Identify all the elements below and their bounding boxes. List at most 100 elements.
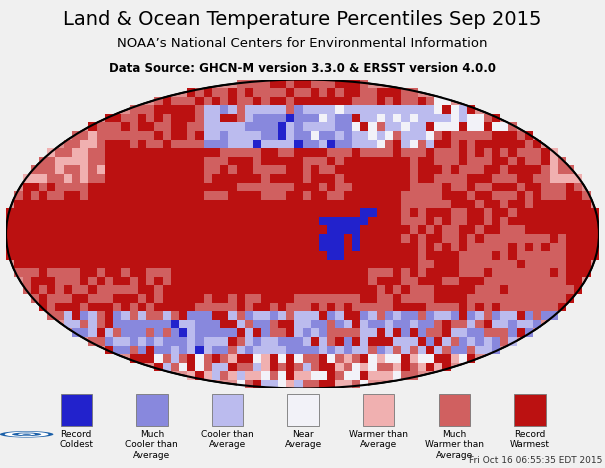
Bar [410, 191, 418, 200]
Bar [212, 139, 220, 148]
Bar [376, 363, 385, 371]
Bar [360, 320, 368, 329]
Bar [500, 294, 508, 303]
Bar [319, 260, 327, 268]
Bar [278, 277, 286, 285]
Bar [525, 320, 533, 329]
Bar [451, 354, 459, 363]
Bar [451, 174, 459, 183]
Bar [344, 337, 352, 345]
Bar [187, 131, 195, 139]
Bar [467, 345, 476, 354]
Bar [80, 329, 88, 337]
Bar [220, 337, 229, 345]
Bar [294, 268, 302, 277]
Bar [311, 277, 319, 285]
Bar [163, 131, 171, 139]
Bar [376, 191, 385, 200]
Bar [129, 165, 138, 174]
Bar [566, 268, 574, 277]
Bar [113, 345, 122, 354]
Bar [418, 294, 426, 303]
Bar [590, 251, 599, 260]
Bar [72, 311, 80, 320]
Bar [335, 183, 344, 191]
Bar [492, 174, 500, 183]
Bar [179, 251, 187, 260]
Bar [122, 200, 129, 208]
Bar [64, 251, 72, 260]
Bar [533, 277, 541, 285]
Bar [270, 363, 278, 371]
Bar [426, 139, 434, 148]
Bar [517, 277, 525, 285]
Bar [187, 97, 195, 105]
Bar [360, 345, 368, 354]
Bar [113, 260, 122, 268]
Bar [302, 354, 311, 363]
Bar [508, 148, 517, 157]
Bar [344, 174, 352, 183]
Bar [368, 303, 376, 311]
Bar [541, 294, 549, 303]
Bar [302, 226, 311, 234]
Bar [286, 311, 294, 320]
Bar [549, 200, 558, 208]
Bar [163, 251, 171, 260]
Bar [418, 183, 426, 191]
Bar [517, 183, 525, 191]
Bar [517, 148, 525, 157]
Bar [352, 226, 360, 234]
Bar [138, 183, 146, 191]
Bar [344, 260, 352, 268]
Bar [525, 311, 533, 320]
Bar [220, 303, 229, 311]
Bar [72, 234, 80, 242]
Bar [302, 242, 311, 251]
Bar [220, 165, 229, 174]
Bar [204, 345, 212, 354]
Bar [483, 183, 492, 191]
Bar [220, 371, 229, 380]
Bar [129, 260, 138, 268]
Bar [154, 268, 163, 277]
Bar [261, 234, 270, 242]
Bar [122, 251, 129, 260]
Bar [442, 354, 451, 363]
Bar [72, 139, 80, 148]
Bar [31, 217, 39, 226]
Bar [492, 139, 500, 148]
Bar [286, 165, 294, 174]
Bar [376, 226, 385, 234]
Bar [220, 174, 229, 183]
Bar [220, 97, 229, 105]
Text: NOAA’s National Centers for Environmental Information: NOAA’s National Centers for Environmenta… [117, 37, 488, 50]
Bar [163, 226, 171, 234]
Bar [401, 165, 410, 174]
Bar [517, 311, 525, 320]
Bar [483, 320, 492, 329]
Bar [47, 268, 56, 277]
Bar [376, 200, 385, 208]
Bar [138, 148, 146, 157]
Bar [31, 277, 39, 285]
Bar [541, 242, 549, 251]
Bar [483, 234, 492, 242]
Bar [418, 105, 426, 114]
Bar [105, 277, 113, 285]
Bar [327, 157, 335, 165]
FancyBboxPatch shape [212, 394, 243, 426]
Bar [476, 174, 483, 183]
Bar [418, 242, 426, 251]
Bar [237, 354, 245, 363]
Bar [583, 191, 590, 200]
Bar [253, 234, 261, 242]
Bar [451, 226, 459, 234]
Bar [229, 294, 237, 303]
Bar [294, 114, 302, 123]
Bar [138, 131, 146, 139]
Bar [270, 217, 278, 226]
Bar [360, 123, 368, 131]
Bar [286, 208, 294, 217]
Bar [113, 303, 122, 311]
